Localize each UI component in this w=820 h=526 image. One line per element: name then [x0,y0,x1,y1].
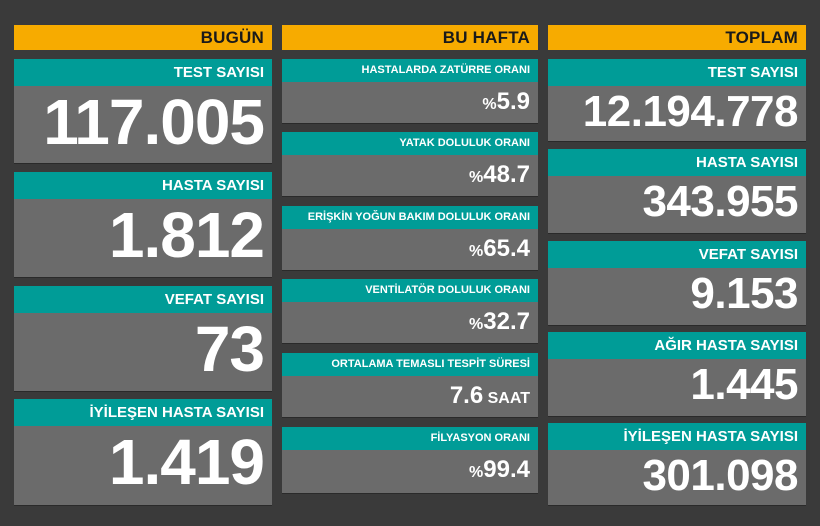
total-header: TOPLAM [548,25,806,50]
today-recovered-value: 1.419 [108,426,265,498]
today-deaths-label: VEFAT SAYISI [14,286,272,313]
week-icu-occupancy-number: 65.4 [483,235,530,262]
week-contact-tracing-value: 7.6 SAAT [282,376,538,419]
week-icu-occupancy-card: ERİŞKİN YOĞUN BAKIM DOLULUK ORANI %65.4 [282,206,538,270]
today-cases-card: HASTA SAYISI 1.812 [14,172,272,277]
week-icu-occupancy-label: ERİŞKİN YOĞUN BAKIM DOLULUK ORANI [282,206,538,229]
percent-sign: % [469,243,484,260]
total-deaths-card: VEFAT SAYISI 9.153 [548,241,806,325]
today-deaths-value: 73 [194,313,265,385]
total-cases-card: HASTA SAYISI 343.955 [548,149,806,233]
today-test-value: 117.005 [43,86,265,158]
today-column: BUGÜN TEST SAYISI 117.005 HASTA SAYISI 1… [14,25,272,505]
today-recovered-card: İYİLEŞEN HASTA SAYISI 1.419 [14,399,272,505]
week-contact-tracing-number: 7.6 [449,382,484,409]
week-contact-tracing-label: ORTALAMA TEMASLI TESPİT SÜRESİ [282,353,538,376]
total-critical-card: AĞIR HASTA SAYISI 1.445 [548,332,806,416]
total-column: TOPLAM TEST SAYISI 12.194.778 HASTA SAYI… [548,25,806,505]
week-ventilator-value: %32.7 [282,302,538,345]
percent-sign: % [482,96,497,113]
today-recovered-label: İYİLEŞEN HASTA SAYISI [14,399,272,426]
week-filiation-value: %99.4 [282,450,538,493]
total-critical-label: AĞIR HASTA SAYISI [548,332,806,359]
week-bed-occupancy-label: YATAK DOLULUK ORANI [282,132,538,155]
today-cases-value: 1.812 [108,199,265,271]
week-pneumonia-number: 5.9 [496,88,530,115]
total-critical-value: 1.445 [690,360,798,409]
week-header: BU HAFTA [282,25,538,50]
week-pneumonia-card: HASTALARDA ZATÜRRE ORANI %5.9 [282,59,538,123]
week-pneumonia-value: %5.9 [282,82,538,125]
week-bed-occupancy-number: 48.7 [483,161,530,188]
week-column: BU HAFTA HASTALARDA ZATÜRRE ORANI %5.9 Y… [282,25,538,493]
total-test-label: TEST SAYISI [548,59,806,86]
week-ventilator-label: VENTİLATÖR DOLULUK ORANI [282,279,538,302]
today-test-label: TEST SAYISI [14,59,272,86]
today-deaths-card: VEFAT SAYISI 73 [14,286,272,391]
week-ventilator-card: VENTİLATÖR DOLULUK ORANI %32.7 [282,279,538,343]
today-header: BUGÜN [14,25,272,50]
percent-sign: % [469,316,484,333]
week-contact-tracing-card: ORTALAMA TEMASLI TESPİT SÜRESİ 7.6 SAAT [282,353,538,417]
week-ventilator-number: 32.7 [483,308,530,335]
total-test-card: TEST SAYISI 12.194.778 [548,59,806,141]
week-bed-occupancy-value: %48.7 [282,155,538,198]
week-bed-occupancy-card: YATAK DOLULUK ORANI %48.7 [282,132,538,196]
week-filiation-number: 99.4 [483,456,530,483]
today-cases-label: HASTA SAYISI [14,172,272,199]
total-recovered-label: İYİLEŞEN HASTA SAYISI [548,423,806,450]
week-filiation-label: FİLYASYON ORANI [282,427,538,450]
unit-suffix: SAAT [483,390,530,407]
total-cases-value: 343.955 [642,177,798,226]
total-deaths-value: 9.153 [690,269,798,318]
week-pneumonia-label: HASTALARDA ZATÜRRE ORANI [282,59,538,82]
percent-sign: % [469,464,484,481]
week-icu-occupancy-value: %65.4 [282,229,538,272]
total-deaths-label: VEFAT SAYISI [548,241,806,268]
percent-sign: % [469,169,484,186]
total-cases-label: HASTA SAYISI [548,149,806,176]
total-test-value: 12.194.778 [582,87,799,136]
week-filiation-card: FİLYASYON ORANI %99.4 [282,427,538,493]
total-recovered-card: İYİLEŞEN HASTA SAYISI 301.098 [548,423,806,505]
today-test-card: TEST SAYISI 117.005 [14,59,272,163]
total-recovered-value: 301.098 [642,451,798,500]
